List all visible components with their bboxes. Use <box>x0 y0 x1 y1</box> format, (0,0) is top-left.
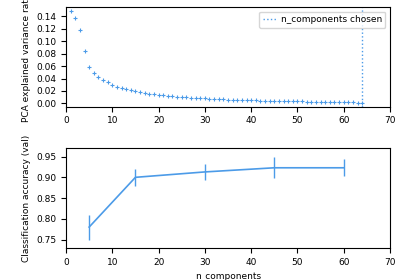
Y-axis label: PCA explained variance ratio: PCA explained variance ratio <box>22 0 30 122</box>
Y-axis label: Classification accuracy (val): Classification accuracy (val) <box>22 134 30 262</box>
Legend: n_components chosen: n_components chosen <box>259 11 386 28</box>
X-axis label: n_components: n_components <box>195 272 261 280</box>
